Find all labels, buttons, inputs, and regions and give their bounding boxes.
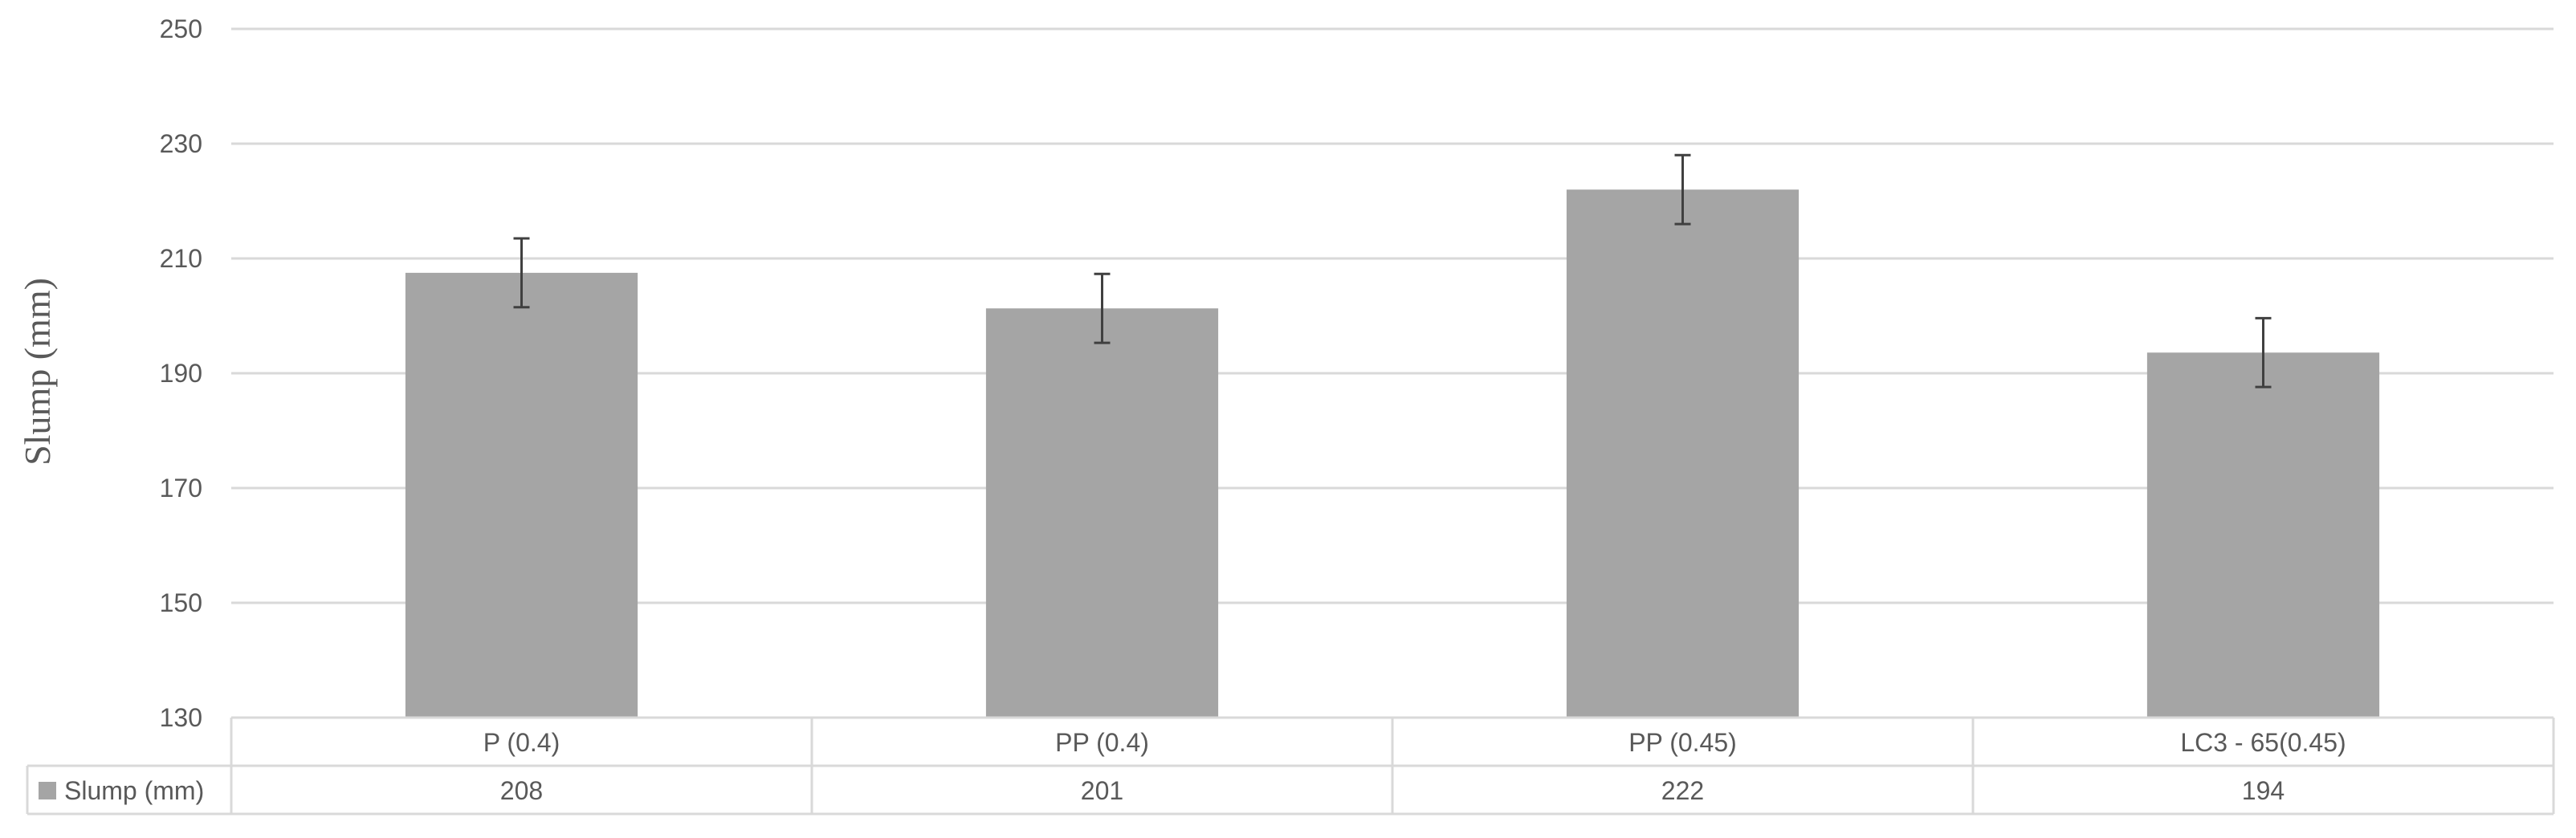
category-label: PP (0.45) [1628,728,1737,757]
category-label: PP (0.4) [1055,728,1149,757]
table-value: 222 [1661,776,1704,805]
y-axis-ticks: 130 150 170 190 210 230 250 [160,14,202,732]
y-tick-label: 250 [160,14,202,43]
legend-series-name: Slump (mm) [64,776,204,805]
table-value: 194 [2242,776,2285,805]
bars [405,189,2380,718]
bar [2146,352,2380,718]
y-tick-label: 170 [160,474,202,502]
bar [405,272,638,718]
y-axis-label: Slump (mm) [17,278,58,466]
data-table: P (0.4) 208 PP (0.4) 201 PP (0.45) 222 LC3 - 6… [26,716,2555,816]
bar [985,308,1219,718]
y-tick-label: 210 [160,244,202,273]
category-label: LC3 - 65(0.45) [2180,728,2346,757]
y-tick-label: 190 [160,359,202,388]
y-tick-label: 150 [160,588,202,617]
table-value: 201 [1081,776,1123,805]
y-tick-label: 130 [160,703,202,732]
category-label: P (0.4) [483,728,560,757]
error-bars [513,153,2272,388]
legend-swatch [39,782,56,799]
table-value: 208 [500,776,543,805]
y-tick-label: 230 [160,129,202,158]
bar [1566,189,1800,718]
